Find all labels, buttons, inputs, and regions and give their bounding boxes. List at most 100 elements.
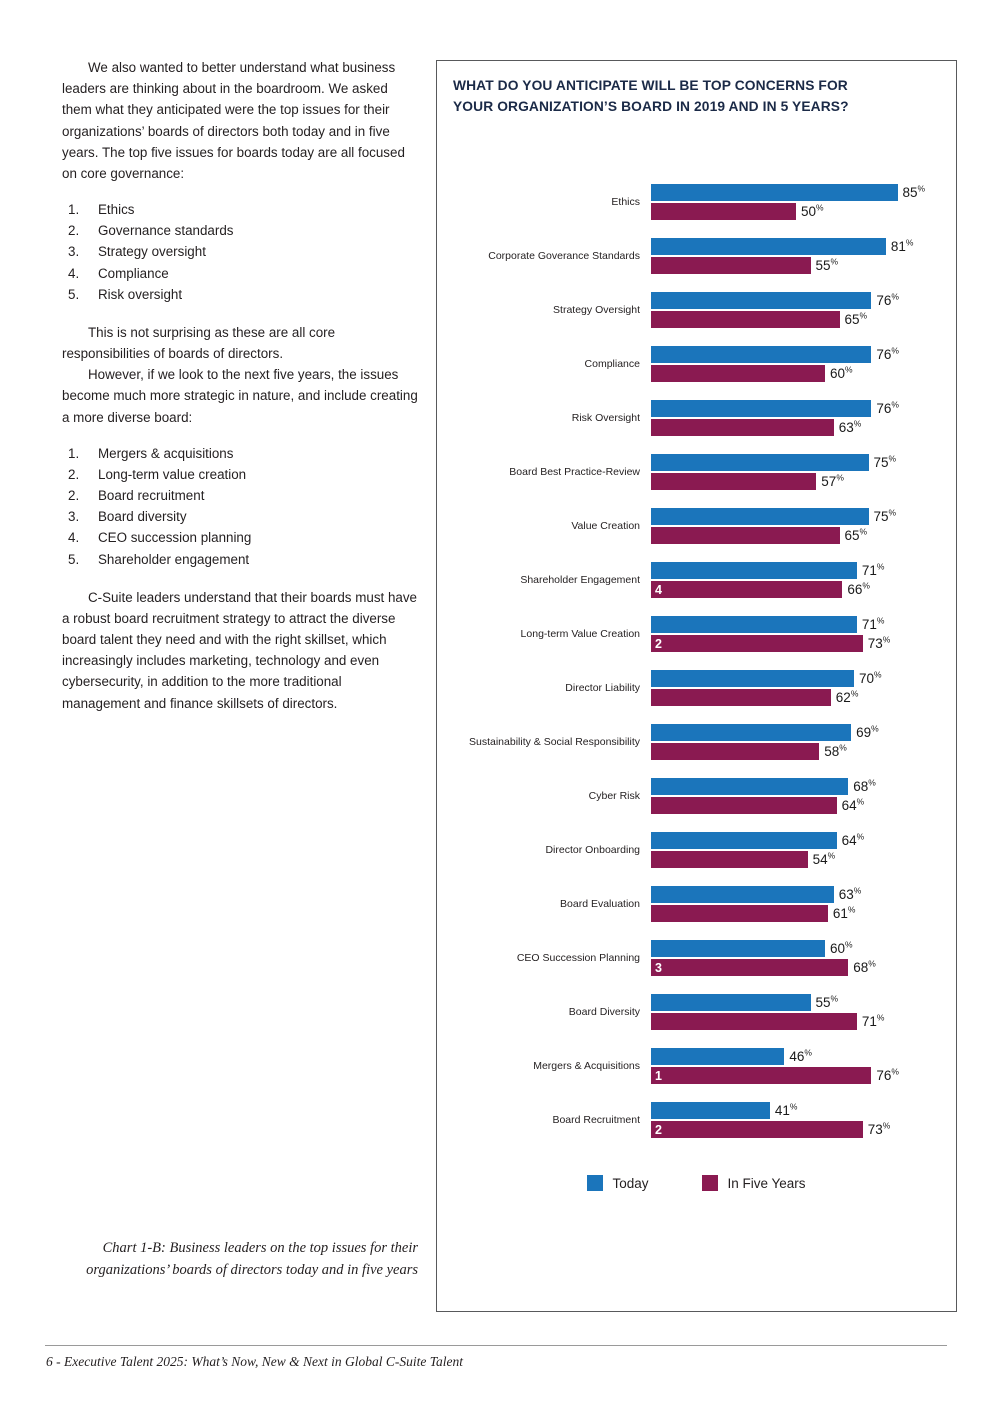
bar-group: 63% 61% [651, 885, 940, 923]
list-item-text: Risk oversight [98, 286, 183, 302]
paragraph-intro: We also wanted to better understand what… [62, 60, 405, 181]
bar-in-five-years: 2 [651, 1121, 863, 1139]
chart-row: Mergers & Acquisitions 46% 1 76% [453, 1039, 940, 1093]
bar-today [651, 508, 869, 526]
chart-row: Long-term Value Creation 71% 2 73% [453, 607, 940, 661]
list-item-number: 2. [68, 223, 80, 239]
bar-line: 55% [651, 994, 940, 1012]
value-label: 62% [835, 688, 859, 706]
category-label: Sustainability & Social Responsibility [469, 736, 640, 749]
bar-line: 57% [651, 473, 940, 491]
bar-today [651, 670, 854, 688]
value-label: 65% [844, 526, 868, 544]
chart-row: Ethics 85% 50% [453, 175, 940, 229]
value-label: 46% [789, 1047, 812, 1065]
legend-item: In Five Years [702, 1175, 806, 1192]
bar-today [651, 832, 837, 850]
chart-rows: Ethics 85% 50% Corporate Goverance Standard… [453, 175, 940, 1147]
list-item-text: Shareholder engagement [98, 551, 250, 567]
chart-panel: WHAT DO YOU ANTICIPATE WILL BE TOP CONCE… [436, 60, 957, 1312]
bar-line: 85% [651, 183, 940, 202]
bar-line: 64% [651, 797, 940, 815]
future-issues-list: 1. Mergers & acquisitions 2. Long-term valu… [68, 443, 418, 570]
list-item-text: Board recruitment [98, 488, 205, 504]
list-item-text: Long-term value creation [98, 466, 247, 482]
chart-row: Value Creation 75% 65% [453, 499, 940, 553]
chart-legend: Today In Five Years [453, 1175, 940, 1192]
value-label: 58% [824, 742, 847, 760]
bar-line: 62% [651, 688, 940, 707]
category-label: Compliance [584, 358, 640, 371]
category-label: Board Best Practice-Review [509, 466, 640, 479]
bar-in-five-years: 4 [651, 581, 843, 599]
list-item-number: 4. [68, 265, 80, 281]
bar-today [651, 1102, 770, 1120]
bar-in-five-years [651, 743, 820, 761]
bar-today [651, 238, 886, 256]
bar-line: 75% [651, 454, 940, 472]
chart-title: WHAT DO YOU ANTICIPATE WILL BE TOP CONCE… [453, 78, 849, 114]
bar-group: 55% 71% [651, 994, 940, 1031]
rank-label: 4 [655, 582, 662, 597]
bar-line: 54% [651, 851, 940, 869]
legend-swatch [587, 1175, 604, 1192]
legend-label: Today [612, 1175, 649, 1191]
value-label: 63% [838, 418, 862, 436]
bar-line: 63% [651, 885, 940, 904]
bar-in-five-years: 3 [651, 959, 849, 977]
bar-line: 71% [651, 562, 940, 580]
bar-line: 75% [651, 508, 940, 526]
bar-today [651, 292, 872, 310]
bar-today [651, 616, 857, 634]
list-item-text: CEO succession planning [98, 530, 252, 546]
value-label: 50% [801, 202, 824, 220]
chart-row: Board Best Practice-Review 75% 57% [453, 445, 940, 499]
value-label: 60% [830, 364, 853, 382]
chart-row: Cyber Risk 68% 64% [453, 769, 940, 823]
value-label: 55% [815, 256, 839, 274]
paragraph-skillsets: C-Suite leaders understand that their bo… [62, 589, 417, 711]
chart-row: Strategy Oversight 76% 65% [453, 283, 940, 337]
value-label: 41% [774, 1101, 798, 1119]
bar-group: 76% 63% [651, 400, 940, 437]
value-label: 73% [867, 1120, 891, 1138]
chart-row: Board Diversity 55% 71% [453, 985, 940, 1039]
list-item: 1. Mergers & acquisitions [68, 443, 418, 464]
chart-row: CEO Succession Planning 60% 3 68% [453, 931, 940, 985]
bar-today [651, 940, 825, 958]
chart-row: Director Onboarding 64% 54% [453, 823, 940, 877]
value-label: 68% [853, 958, 876, 976]
list-item-number: 1. [68, 445, 80, 461]
value-label: 71% [861, 1012, 885, 1030]
bar-in-five-years: 1 [651, 1067, 872, 1085]
value-label: 76% [876, 1066, 899, 1084]
value-label: 60% [830, 939, 853, 957]
bar-line: 61% [651, 905, 940, 923]
list-item-number: 5. [68, 286, 80, 302]
bar-line: 70% [651, 670, 940, 688]
category-label: Risk Oversight [571, 412, 640, 425]
value-label: 85% [902, 183, 926, 201]
chart-row: Board Evaluation 63% 61% [453, 877, 940, 931]
rank-label: 1 [655, 1068, 662, 1083]
bar-line: 76% [651, 400, 940, 418]
bar-in-five-years [651, 689, 831, 707]
list-item-text: Compliance [98, 265, 169, 281]
category-label: Board Recruitment [552, 1114, 640, 1127]
category-label: Ethics [611, 196, 640, 209]
value-label: 69% [856, 723, 879, 741]
bar-today [651, 724, 852, 742]
bar-line: 69% [651, 723, 940, 742]
bar-line: 50% [651, 202, 940, 221]
legend-label: In Five Years [727, 1175, 806, 1191]
page-footer: 6 - Executive Talent 2025: What’s Now, N… [46, 1354, 463, 1369]
bar-in-five-years [651, 797, 837, 815]
list-item-number: 5. [68, 551, 80, 567]
bar-line: 68% [651, 778, 940, 796]
chart-row: Corporate Goverance Standards 81% 55% [453, 229, 940, 283]
chart-row: Sustainability & Social Responsibility 69… [453, 715, 940, 769]
value-label: 63% [838, 885, 862, 903]
bar-group: 41% 2 73% [651, 1101, 940, 1139]
category-label: Cyber Risk [588, 790, 640, 803]
